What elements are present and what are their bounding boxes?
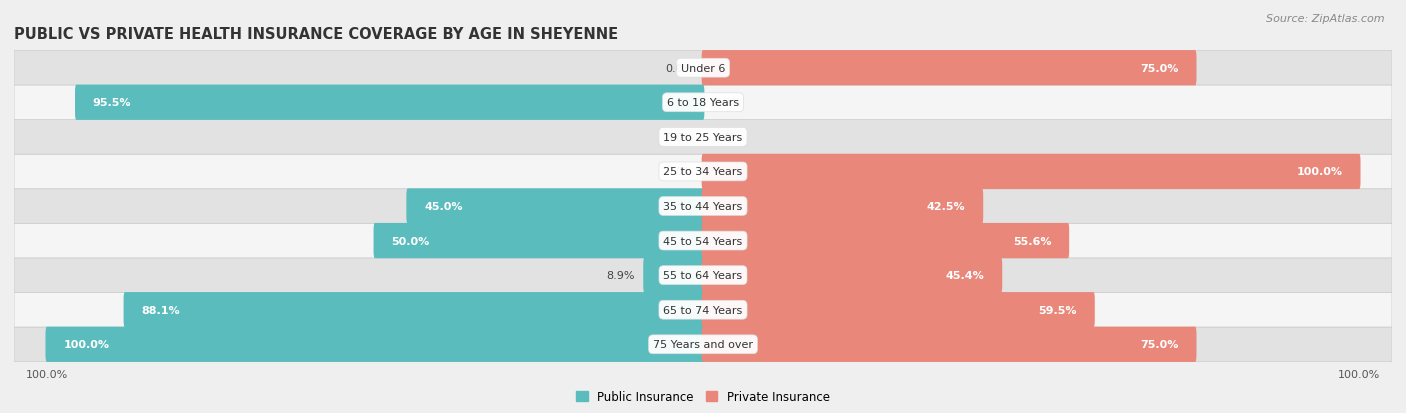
FancyBboxPatch shape — [75, 85, 704, 121]
Legend: Public Insurance, Private Insurance: Public Insurance, Private Insurance — [571, 385, 835, 408]
FancyBboxPatch shape — [702, 189, 983, 224]
FancyBboxPatch shape — [702, 258, 1002, 293]
FancyBboxPatch shape — [406, 189, 704, 224]
Text: Source: ZipAtlas.com: Source: ZipAtlas.com — [1267, 14, 1385, 24]
Text: 65 to 74 Years: 65 to 74 Years — [664, 305, 742, 315]
Text: 50.0%: 50.0% — [391, 236, 430, 246]
Text: PUBLIC VS PRIVATE HEALTH INSURANCE COVERAGE BY AGE IN SHEYENNE: PUBLIC VS PRIVATE HEALTH INSURANCE COVER… — [14, 26, 619, 41]
Text: 59.5%: 59.5% — [1039, 305, 1077, 315]
FancyBboxPatch shape — [14, 189, 1392, 224]
Text: 0.0%: 0.0% — [665, 167, 693, 177]
Text: 0.0%: 0.0% — [665, 64, 693, 74]
Text: 8.9%: 8.9% — [606, 271, 634, 280]
FancyBboxPatch shape — [643, 258, 704, 293]
FancyBboxPatch shape — [14, 293, 1392, 327]
Text: 0.0%: 0.0% — [665, 133, 693, 142]
FancyBboxPatch shape — [702, 327, 1197, 362]
FancyBboxPatch shape — [14, 86, 1392, 120]
Text: 19 to 25 Years: 19 to 25 Years — [664, 133, 742, 142]
Text: 0.0%: 0.0% — [713, 133, 741, 142]
FancyBboxPatch shape — [124, 292, 704, 328]
FancyBboxPatch shape — [702, 51, 1197, 86]
Text: 25 to 34 Years: 25 to 34 Years — [664, 167, 742, 177]
FancyBboxPatch shape — [374, 223, 704, 259]
Text: 6 to 18 Years: 6 to 18 Years — [666, 98, 740, 108]
Text: 45.0%: 45.0% — [425, 202, 463, 211]
FancyBboxPatch shape — [14, 120, 1392, 155]
FancyBboxPatch shape — [14, 51, 1392, 86]
Text: Under 6: Under 6 — [681, 64, 725, 74]
Text: 55.6%: 55.6% — [1012, 236, 1052, 246]
Text: 100.0%: 100.0% — [1296, 167, 1343, 177]
Text: 88.1%: 88.1% — [142, 305, 180, 315]
Text: 42.5%: 42.5% — [927, 202, 966, 211]
FancyBboxPatch shape — [14, 258, 1392, 293]
FancyBboxPatch shape — [702, 292, 1095, 328]
FancyBboxPatch shape — [45, 327, 704, 362]
FancyBboxPatch shape — [14, 155, 1392, 189]
Text: 100.0%: 100.0% — [63, 339, 110, 349]
Text: 95.5%: 95.5% — [93, 98, 131, 108]
FancyBboxPatch shape — [702, 154, 1361, 190]
FancyBboxPatch shape — [14, 327, 1392, 362]
Text: 0.0%: 0.0% — [713, 98, 741, 108]
Text: 55 to 64 Years: 55 to 64 Years — [664, 271, 742, 280]
FancyBboxPatch shape — [702, 223, 1069, 259]
Text: 45 to 54 Years: 45 to 54 Years — [664, 236, 742, 246]
FancyBboxPatch shape — [14, 224, 1392, 258]
Text: 45.4%: 45.4% — [946, 271, 984, 280]
Text: 75.0%: 75.0% — [1140, 339, 1178, 349]
Text: 75 Years and over: 75 Years and over — [652, 339, 754, 349]
Text: 75.0%: 75.0% — [1140, 64, 1178, 74]
Text: 35 to 44 Years: 35 to 44 Years — [664, 202, 742, 211]
